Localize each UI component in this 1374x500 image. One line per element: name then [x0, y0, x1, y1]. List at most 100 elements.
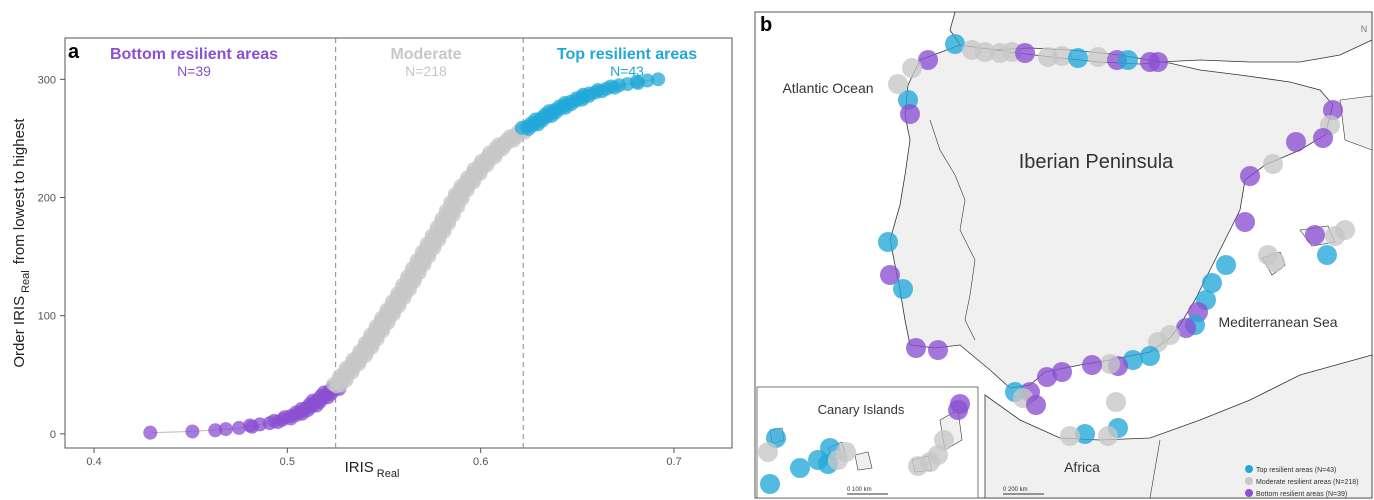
- map-site-dot: [1313, 128, 1333, 148]
- map-site-dot: [1082, 355, 1102, 375]
- y-axis: 0 100 200 300: [38, 74, 65, 441]
- map-site-dot: [880, 265, 900, 285]
- map-site-dot: [1015, 43, 1035, 63]
- map-site-dot: [1118, 50, 1138, 70]
- x-axis-title-main: IRIS: [345, 459, 374, 476]
- map-site-dot: [1258, 245, 1278, 265]
- map-site-dot: [1106, 392, 1126, 412]
- map-site-dot: [1060, 426, 1080, 446]
- map-site-dot: [1323, 100, 1343, 120]
- map-site-dot: [1263, 154, 1283, 174]
- group-bottom-n: N=39: [177, 63, 211, 79]
- africa-border: [1149, 439, 1161, 499]
- legend-marker-moderate: [1245, 477, 1253, 485]
- map-legend: Top resilient areas (N=43) Moderate resi…: [1245, 465, 1359, 498]
- y-tick-label: 0: [50, 429, 56, 441]
- label-mediterranean: Mediterranean Sea: [1218, 314, 1337, 330]
- label-iberian-peninsula: Iberian Peninsula: [1019, 151, 1174, 173]
- x-tick-label: 0.7: [666, 456, 681, 468]
- map-site-dot: [928, 340, 948, 360]
- map-site-dot: [1176, 318, 1196, 338]
- scale-label-inset-visible: 0 100 km: [847, 487, 872, 493]
- map-site-dot: [900, 104, 920, 124]
- data-points: [143, 72, 666, 440]
- x-tick-label: 0.5: [280, 456, 295, 468]
- point-top: [651, 72, 666, 87]
- map-site-dot: [1335, 220, 1355, 240]
- map-site-dot: [1148, 52, 1168, 72]
- point-bottom: [232, 420, 246, 435]
- y-axis-title-post: from lowest to highest: [11, 118, 28, 265]
- map-site-dot: [1140, 346, 1160, 366]
- group-bottom-title: Bottom resilient areas: [110, 46, 278, 63]
- map-site-dot: [908, 456, 928, 476]
- sardinia-land: [1339, 95, 1373, 151]
- map-site-dot: [1026, 395, 1046, 415]
- map-site-dot: [1068, 48, 1088, 68]
- map-site-dot: [975, 42, 995, 62]
- map-site-dot: [918, 50, 938, 70]
- map-site-dot: [893, 279, 913, 299]
- map-site-dot: [902, 58, 922, 78]
- portugal-border: [929, 119, 976, 341]
- x-tick-label: 0.4: [86, 456, 101, 468]
- map-site-dot: [1098, 426, 1118, 446]
- map-site-dot: [945, 34, 965, 54]
- africa-land: [984, 354, 1373, 499]
- group-top-n: N=43: [610, 63, 644, 79]
- point-bottom: [208, 423, 223, 438]
- point-top: [629, 74, 644, 89]
- map-site-dot: [1088, 47, 1108, 67]
- map-site-dot: [1235, 212, 1255, 232]
- scale-label-main: 0 200 km: [1003, 487, 1028, 493]
- panel-a: a 0.4 0.5 0.6 0.7 0 100 200 300 Bottom resilie…: [11, 37, 733, 480]
- map-site-dot: [948, 400, 968, 420]
- label-canary-islands: Canary Islands: [818, 402, 905, 417]
- map-site-dot: [1123, 350, 1143, 370]
- map-site-dot: [1305, 225, 1325, 245]
- group-moderate-n: N=218: [405, 63, 447, 79]
- panel-a-label: a: [68, 41, 80, 63]
- panel-b-map: b N Atlantic Ocean Iberian Peninsula Med…: [754, 11, 1373, 499]
- north-arrow: N: [1361, 24, 1368, 34]
- map-dots: [758, 34, 1355, 494]
- label-africa: Africa: [1064, 459, 1100, 475]
- legend-label-moderate: Moderate resilient areas (N=218): [1256, 479, 1359, 486]
- point-bottom: [143, 425, 158, 440]
- map-site-dot: [1075, 424, 1095, 444]
- legend-label-bottom: Bottom resilient areas (N=39): [1256, 491, 1347, 498]
- y-axis-title: Order IRIS Real from lowest to highest: [11, 118, 32, 368]
- legend-label-top: Top resilient areas (N=43): [1256, 467, 1336, 474]
- x-axis: 0.4 0.5 0.6 0.7: [86, 448, 682, 468]
- map-site-dot: [878, 232, 898, 252]
- point-bottom: [218, 422, 233, 437]
- map-site-dot: [934, 430, 954, 450]
- point-bottom: [185, 424, 200, 439]
- map-site-dot: [1317, 245, 1337, 265]
- legend-marker-top: [1245, 465, 1253, 473]
- map-site-dot: [760, 474, 780, 494]
- x-axis-title-sub: Real: [377, 468, 400, 480]
- y-tick-label: 300: [38, 74, 56, 86]
- map-site-dot: [1202, 273, 1222, 293]
- map-site-dot: [1037, 367, 1057, 387]
- x-axis-title: IRIS Real: [345, 459, 400, 480]
- map-site-dot: [1240, 166, 1260, 186]
- chart-a-frame: [64, 37, 733, 449]
- point-top: [640, 73, 655, 88]
- map-site-dot: [906, 338, 926, 358]
- legend-marker-bottom: [1245, 489, 1253, 497]
- map-site-dot: [888, 74, 908, 94]
- map-site-dot: [1286, 132, 1306, 152]
- map-site-dot: [790, 458, 810, 478]
- group-top-title: Top resilient areas: [557, 46, 697, 63]
- label-atlantic: Atlantic Ocean: [782, 80, 873, 96]
- y-tick-label: 200: [38, 193, 56, 205]
- map-site-dot: [758, 442, 778, 462]
- y-axis-title-sub: Real: [20, 270, 32, 293]
- map-site-dot: [1216, 255, 1236, 275]
- map-site-dot: [1100, 354, 1120, 374]
- y-axis-title-pre: Order IRIS: [11, 296, 28, 368]
- y-tick-label: 100: [38, 311, 56, 323]
